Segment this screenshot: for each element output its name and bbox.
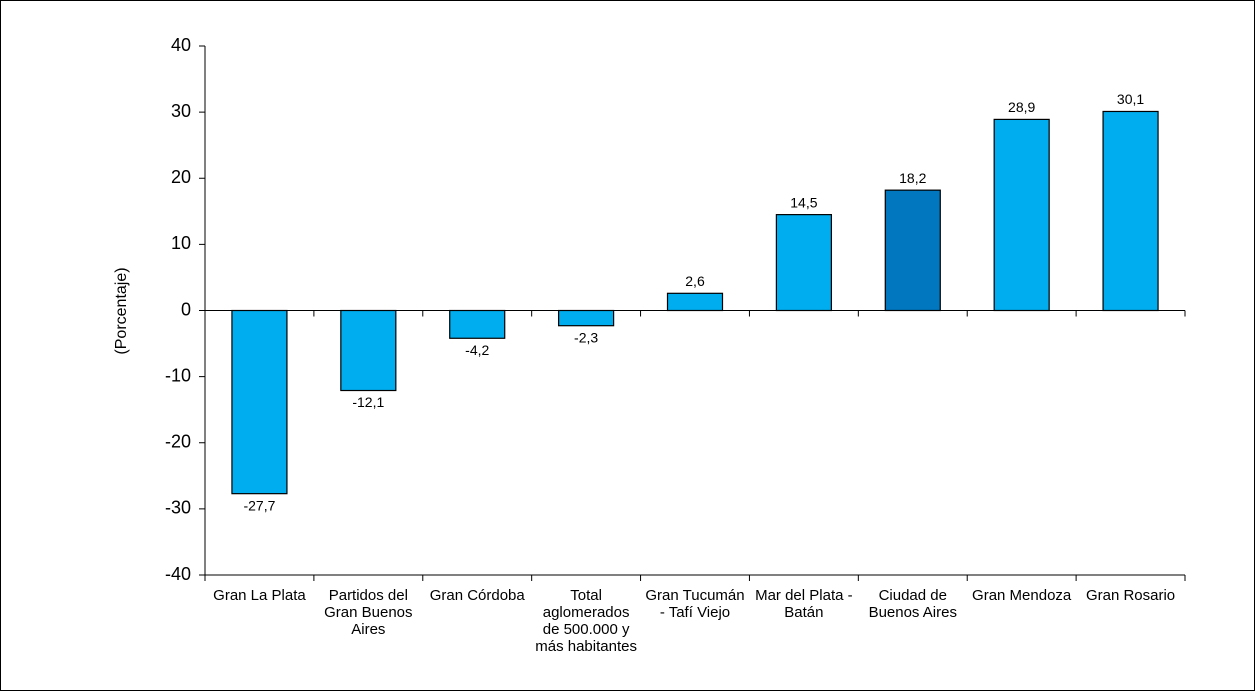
x-tick-label: Gran La Plata — [213, 587, 306, 604]
y-tick-label: -30 — [165, 498, 191, 518]
value-label: 18,2 — [899, 170, 926, 186]
bar — [340, 309, 397, 392]
value-label: 2,6 — [685, 273, 705, 289]
value-label: 28,9 — [1008, 99, 1035, 115]
y-axis-label: (Porcentaje) — [113, 267, 130, 354]
x-tick-label: Ciudad de Buenos Aires — [868, 587, 957, 621]
bar — [558, 309, 615, 327]
y-tick-label: 20 — [171, 167, 191, 187]
x-tick-label: Total aglomerados de 500.000 y más habit… — [535, 587, 637, 655]
value-label: 14,5 — [790, 194, 817, 210]
x-tick-label: Gran Tucumán - Tafí Viejo — [645, 587, 745, 621]
bar — [1102, 110, 1159, 312]
bar — [231, 309, 288, 495]
bar — [993, 118, 1050, 312]
y-tick-label: 40 — [171, 35, 191, 55]
y-tick-label: -10 — [165, 365, 191, 385]
value-label: -2,3 — [574, 329, 598, 345]
y-tick-label: 10 — [171, 233, 191, 253]
x-tick-label: Mar del Plata - Batán — [755, 587, 853, 621]
bar — [666, 292, 724, 312]
bar — [884, 189, 941, 312]
value-label: 30,1 — [1117, 91, 1144, 107]
y-tick-label: 0 — [181, 299, 191, 319]
value-label: -12,1 — [352, 394, 384, 410]
x-tick-label: Partidos del Gran Buenos Aires — [324, 587, 413, 638]
y-tick-label: 30 — [171, 101, 191, 121]
value-label: -27,7 — [243, 497, 275, 513]
x-tick-label: Gran Córdoba — [429, 587, 525, 604]
value-label: -4,2 — [465, 342, 489, 358]
y-tick-label: -20 — [165, 432, 191, 452]
y-tick-label: -40 — [165, 564, 191, 584]
bar — [775, 214, 832, 312]
x-tick-label: Gran Mendoza — [972, 587, 1072, 604]
x-tick-label: Gran Rosario — [1085, 587, 1176, 604]
bar — [449, 309, 506, 339]
